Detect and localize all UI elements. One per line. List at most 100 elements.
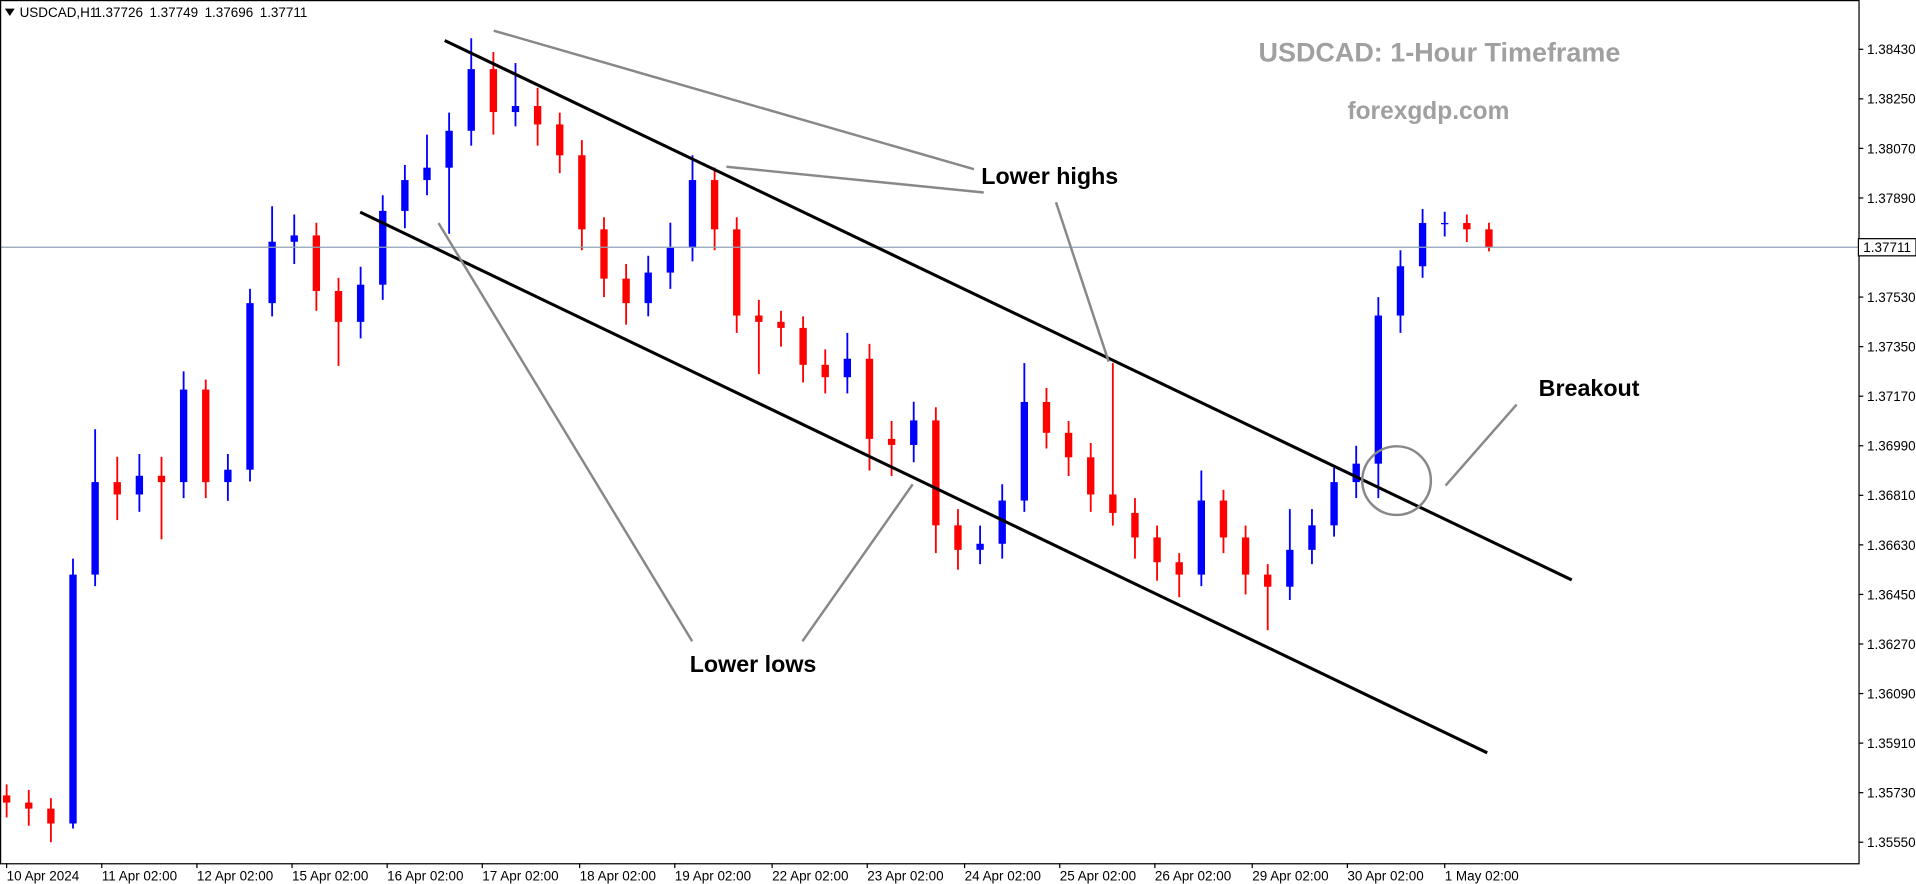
candle-body [976, 543, 984, 550]
candle-body [290, 235, 298, 242]
x-tick-label: 18 Apr 02:00 [580, 868, 656, 883]
pointer-line [1054, 201, 1110, 363]
candle-body [1241, 537, 1250, 575]
x-tick-label: 23 Apr 02:00 [867, 868, 943, 883]
menu-arrow[interactable] [4, 8, 15, 16]
candle-body [954, 525, 962, 550]
candle-body [1418, 223, 1427, 267]
candle-body [467, 69, 475, 131]
candle-body [1396, 266, 1405, 316]
header-open: 1.37726 [94, 5, 143, 20]
y-tick-label: 1.38250 [1867, 92, 1916, 107]
candle-body [1087, 457, 1095, 495]
candle-body [821, 364, 829, 378]
candle-body [1064, 432, 1073, 458]
candle-body [1485, 229, 1493, 248]
x-tick-label: 15 Apr 02:00 [292, 868, 368, 883]
candle-body [445, 130, 453, 168]
pointer-line [801, 483, 914, 642]
candle-body [1330, 482, 1338, 526]
candle-body [1374, 315, 1383, 464]
candle-body [1020, 401, 1029, 501]
y-tick-label: 1.35550 [1867, 835, 1916, 850]
last-price-label: 1.37711 [1863, 240, 1911, 255]
candle-body [157, 475, 166, 483]
x-tick-label: 10 Apr 2024 [7, 868, 80, 883]
candle-body [733, 229, 741, 316]
candle-body [334, 291, 343, 322]
y-tick-label: 1.35730 [1867, 786, 1916, 801]
y-tick-label: 1.37170 [1867, 389, 1916, 404]
candle-body [1109, 494, 1117, 513]
chart-title: USDCAD: 1-Hour Timeframe [1259, 37, 1621, 67]
annotation: Lower lows [690, 651, 817, 677]
header-close: 1.37711 [260, 5, 308, 20]
candle-body [179, 389, 188, 483]
candle-body [688, 180, 697, 248]
y-tick-label: 1.38430 [1867, 42, 1916, 57]
x-tick-label: 19 Apr 02:00 [675, 868, 751, 883]
candle-body [91, 482, 99, 575]
candle-body [246, 303, 254, 470]
candle-body [1264, 574, 1272, 587]
x-tick-label: 24 Apr 02:00 [965, 868, 1041, 883]
symbol-label: USDCAD,H1 [20, 5, 98, 20]
lower-trendline [359, 210, 1488, 755]
x-tick-label: 11 Apr 02:00 [102, 868, 177, 883]
upper-trendline [444, 39, 1573, 582]
candle-body [511, 106, 520, 113]
candle-body [47, 808, 55, 824]
candle-body [135, 475, 144, 495]
candle-body [600, 229, 608, 279]
pointer-line [493, 29, 975, 171]
x-tick-label: 22 Apr 02:00 [772, 868, 848, 883]
y-tick-label: 1.36630 [1867, 538, 1916, 553]
plot-area [0, 38, 1859, 843]
candle-body [113, 482, 121, 495]
y-tick-label: 1.37350 [1867, 340, 1916, 355]
candle-body [998, 500, 1006, 544]
breakout-circle [1361, 445, 1433, 517]
y-tick-label: 1.36810 [1867, 488, 1916, 503]
x-tick-label: 1 May 02:00 [1445, 868, 1519, 883]
pointer-line [437, 222, 694, 642]
plot-frame [0, 0, 1860, 865]
y-tick-label: 1.36990 [1867, 439, 1916, 454]
candle-body [755, 315, 763, 322]
chart-subtitle: forexgdp.com [1347, 98, 1509, 125]
candle-body [2, 795, 11, 803]
candle-body [910, 420, 918, 445]
x-tick-label: 25 Apr 02:00 [1060, 868, 1136, 883]
candle-body [1153, 537, 1161, 563]
candle-body [666, 247, 675, 273]
candle-body [401, 180, 409, 211]
candle-body [423, 167, 431, 181]
candle-body [1131, 512, 1139, 538]
y-tick-label: 1.38070 [1867, 141, 1916, 156]
candle-body [533, 106, 542, 125]
pointer-line [1444, 403, 1518, 487]
candle-body [1042, 401, 1051, 433]
x-tick-label: 26 Apr 02:00 [1155, 868, 1231, 883]
x-tick-label: 17 Apr 02:00 [482, 868, 558, 883]
candle-body [25, 802, 33, 809]
candle-body [1463, 223, 1471, 230]
candle-body [312, 235, 321, 292]
candle-body [644, 272, 652, 304]
y-tick-label: 1.36090 [1867, 686, 1916, 701]
x-tick-label: 16 Apr 02:00 [387, 868, 463, 883]
x-tick-label: 12 Apr 02:00 [197, 868, 273, 883]
x-tick-label: 29 Apr 02:00 [1252, 868, 1328, 883]
candle-body [777, 321, 785, 328]
y-tick-label: 1.36450 [1867, 587, 1916, 602]
candle-body [622, 278, 630, 304]
annotation: Breakout [1539, 375, 1640, 401]
y-tick-label: 1.37530 [1867, 290, 1916, 305]
annotation: Lower highs [981, 163, 1118, 189]
y-tick-label: 1.35910 [1867, 736, 1916, 751]
candle-body [489, 69, 498, 113]
candle-body [799, 327, 807, 365]
